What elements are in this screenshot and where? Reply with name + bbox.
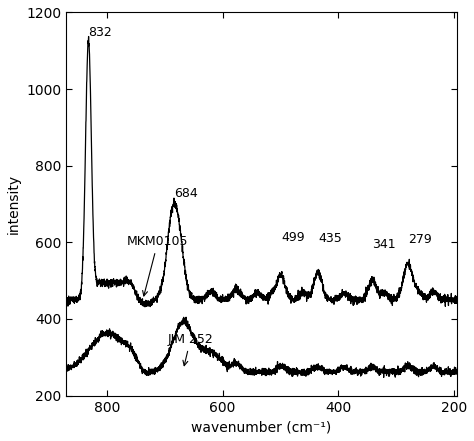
Text: 435: 435 [318,232,342,246]
Text: 499: 499 [281,231,305,243]
Text: MKM0105: MKM0105 [127,235,189,296]
Y-axis label: intensity: intensity [7,174,21,234]
X-axis label: wavenumber (cm⁻¹): wavenumber (cm⁻¹) [191,420,332,434]
Text: 832: 832 [89,26,112,39]
Text: JIM 252: JIM 252 [168,333,213,366]
Text: 279: 279 [408,233,432,246]
Text: 684: 684 [174,187,198,200]
Text: 341: 341 [372,238,396,251]
